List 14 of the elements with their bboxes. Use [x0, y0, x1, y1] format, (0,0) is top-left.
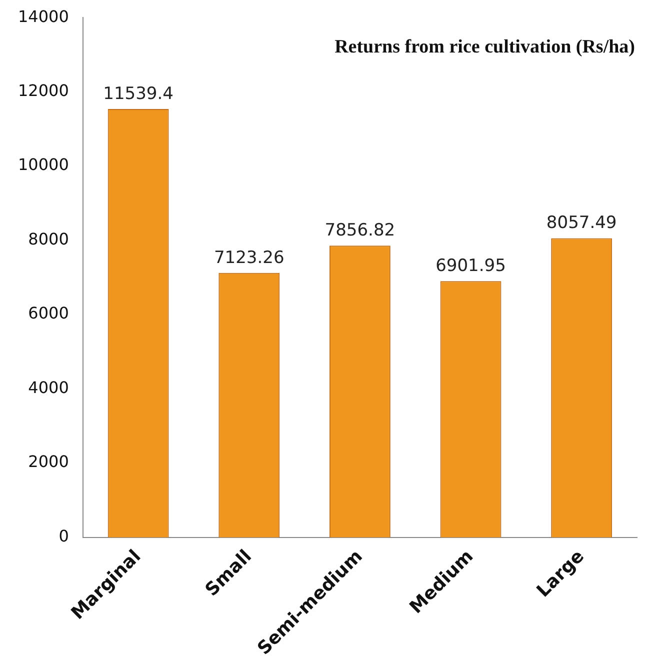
y-tick-label: 4000 — [28, 378, 69, 397]
y-tick-label: 6000 — [28, 304, 69, 323]
data-label: 7123.26 — [214, 248, 284, 268]
y-tick-label: 8000 — [28, 229, 69, 248]
data-label: 8057.49 — [546, 213, 617, 234]
data-label: 6901.95 — [436, 256, 506, 276]
data-label: 11539.4 — [103, 84, 174, 104]
y-tick-label: 0 — [58, 526, 69, 546]
y-tick-label: 2000 — [28, 452, 69, 472]
y-tick-label: 14000 — [18, 6, 69, 26]
text: Returns from rice cultivation (Rs/ha) — [334, 36, 635, 58]
data-label: 7856.82 — [324, 220, 396, 241]
y-tick-label: 10000 — [18, 155, 69, 174]
y-tick-label: 12000 — [18, 81, 69, 100]
